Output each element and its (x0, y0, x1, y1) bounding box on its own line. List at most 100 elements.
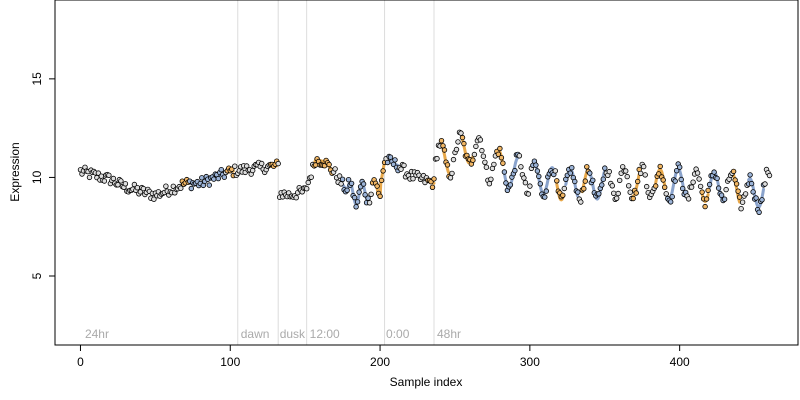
data-point (633, 190, 639, 196)
data-points (77, 129, 773, 215)
annotation-label: 24hr (85, 327, 109, 341)
data-point (653, 183, 659, 189)
data-point (344, 187, 350, 193)
data-point (685, 196, 692, 202)
data-point (672, 178, 678, 184)
data-point (766, 172, 773, 179)
data-point (584, 164, 590, 170)
data-point (488, 176, 494, 182)
data-point (305, 179, 311, 186)
data-point (662, 184, 668, 190)
data-point (718, 192, 725, 198)
time-annotations: 24hr dawn dusk 12:00 0:00 48hr (85, 327, 461, 341)
data-point (458, 130, 464, 136)
data-point (668, 199, 674, 205)
x-tick-label: 0 (77, 355, 84, 369)
data-point (750, 189, 756, 195)
data-point (332, 166, 338, 172)
data-point (582, 178, 588, 184)
data-point (696, 176, 702, 182)
data-point (206, 182, 212, 188)
data-point (368, 191, 374, 197)
data-point (348, 180, 355, 187)
annotation-label: 12:00 (310, 327, 340, 341)
data-point (86, 174, 93, 181)
data-point (480, 153, 487, 159)
data-point (516, 153, 523, 159)
data-point (697, 183, 704, 190)
data-point (503, 180, 509, 186)
data-point (118, 178, 124, 184)
data-point (735, 188, 741, 194)
data-point (706, 181, 713, 188)
data-point (747, 172, 753, 178)
data-point (455, 139, 461, 145)
data-point (495, 151, 502, 157)
data-point (569, 164, 575, 171)
data-point (232, 163, 238, 169)
data-point (703, 196, 710, 202)
data-point (336, 173, 343, 179)
data-point (122, 181, 129, 187)
data-point (635, 178, 641, 185)
data-point (326, 161, 332, 168)
data-point (151, 196, 157, 202)
data-point (552, 168, 558, 174)
data-point (543, 188, 549, 194)
data-point (561, 185, 567, 192)
data-point (351, 194, 358, 201)
data-point (380, 168, 386, 174)
data-point (669, 193, 675, 200)
data-point (627, 189, 633, 195)
data-point (431, 176, 437, 182)
data-point (590, 177, 596, 183)
annotation-label: dusk (280, 327, 306, 341)
data-point (699, 189, 705, 195)
data-point (378, 177, 385, 184)
data-point (702, 203, 708, 210)
data-point (611, 190, 617, 196)
data-point (537, 181, 543, 187)
data-point (714, 175, 720, 182)
data-point (447, 175, 454, 181)
data-point (759, 197, 765, 203)
data-point (657, 163, 663, 170)
data-point (106, 172, 112, 178)
data-point (304, 185, 310, 192)
x-tick-label: 200 (370, 355, 390, 369)
data-point (638, 170, 644, 177)
data-point (721, 196, 728, 202)
data-point (449, 170, 455, 177)
data-point (756, 209, 762, 215)
y-tick-label: 5 (30, 272, 44, 279)
annotation-label: 0:00 (386, 327, 410, 341)
data-point (711, 169, 717, 175)
x-tick-label: 300 (520, 355, 540, 369)
y-tick-label: 15 (30, 72, 44, 86)
y-axis: 5 10 15 (30, 72, 56, 279)
data-point (339, 176, 346, 182)
data-point (630, 195, 636, 202)
data-point (473, 143, 479, 150)
data-point (401, 162, 407, 169)
data-point (542, 194, 548, 200)
data-point (624, 173, 630, 180)
data-point (498, 154, 505, 161)
data-point (533, 162, 539, 168)
data-point (739, 199, 746, 205)
data-point (249, 167, 256, 174)
data-point (163, 183, 169, 189)
data-point (438, 137, 445, 144)
data-point (308, 174, 314, 180)
data-point (617, 177, 623, 184)
data-point (534, 168, 541, 174)
data-point (644, 183, 650, 190)
data-point (218, 166, 224, 173)
data-point (345, 176, 352, 183)
data-point (733, 181, 740, 187)
data-point (518, 164, 524, 170)
data-point (705, 187, 711, 194)
data-point (131, 181, 138, 188)
data-point (660, 177, 666, 183)
